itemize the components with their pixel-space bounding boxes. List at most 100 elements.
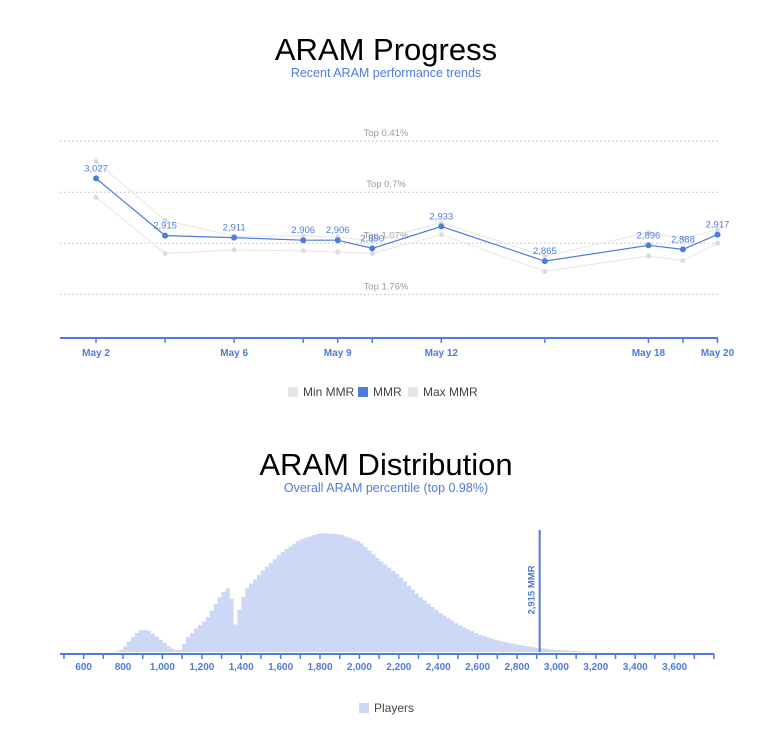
histogram-bar-41 [276, 555, 281, 652]
histogram-bar-7 [142, 630, 147, 652]
mmr-point-10 [714, 231, 721, 238]
histogram-bar-74 [406, 585, 411, 652]
mmr-label-7: 2,865 [533, 246, 557, 257]
histogram-bar-91 [473, 633, 478, 652]
histogram-bar-45 [292, 543, 297, 652]
histogram-bar-106 [532, 647, 538, 652]
min-mmr-point-2 [231, 247, 237, 253]
percentile-bands: Top 0.41% Top 0.7% Top 1.07% Top 1.76% [60, 128, 718, 295]
legend-label-0: Min MMR [303, 385, 355, 399]
histogram-bar-46 [296, 540, 301, 652]
progress-tick-label-0: May 2 [82, 348, 110, 359]
histogram-bar-97 [497, 640, 502, 652]
histogram-bar-59 [347, 537, 352, 652]
histogram-bar-56 [335, 534, 341, 652]
progress-tick-label-3: May 12 [425, 348, 459, 359]
distribution-tick-label-15: 3,600 [662, 662, 687, 673]
histogram-bar-76 [414, 593, 419, 652]
distribution-tick-label-4: 1,400 [229, 662, 254, 673]
distribution-tick-label-1: 800 [115, 662, 132, 673]
mmr-line [95, 177, 718, 262]
mmr-label-9: 2,888 [671, 234, 695, 245]
distribution-x-axis: 600 800 1,000 1,200 1,400 1,600 1,800 2,000 2,20… [60, 653, 715, 673]
band-label-2: Top 1.07% [364, 230, 409, 241]
histogram-bar-114 [564, 650, 569, 652]
histogram-bar-112 [556, 649, 561, 652]
progress-tick-label-4: May 18 [632, 348, 666, 359]
progress-tick-label-2: May 9 [324, 348, 352, 359]
max-mmr-point-3 [300, 233, 306, 239]
mmr-point-6 [438, 223, 445, 230]
mmr-label-10: 2,917 [706, 220, 730, 231]
histogram-bar-82 [438, 612, 443, 652]
histogram-bar-52 [320, 533, 325, 652]
histogram-bar-39 [268, 562, 274, 652]
histogram-bar-100 [509, 643, 514, 652]
histogram-bar-108 [540, 648, 545, 652]
histogram-bar-49 [308, 536, 313, 652]
mmr-point-4 [334, 237, 341, 244]
histogram-bar-36 [256, 574, 262, 652]
distribution-tick-label-6: 1,800 [308, 662, 333, 673]
min-mmr-point-9 [680, 258, 686, 264]
legend-label-2: Max MMR [423, 385, 478, 399]
histogram-bar-47 [300, 538, 305, 652]
max-mmr-point-7 [542, 253, 548, 259]
min-mmr-point-10 [715, 240, 720, 246]
histogram-bar-90 [469, 631, 474, 652]
histogram-bar-85 [450, 620, 455, 652]
mmr-label-2: 2,911 [223, 223, 246, 234]
histogram-bar-37 [260, 570, 266, 652]
histogram-bar-17 [182, 644, 187, 652]
distribution-tick-label-2: 1,000 [150, 662, 175, 673]
mmr-point-1 [162, 232, 169, 239]
histogram-bar-18 [186, 637, 191, 652]
histogram-bar-1 [119, 649, 124, 652]
distribution-tick-label-14: 3,400 [623, 662, 648, 673]
marker-label: 2,915 MMR [527, 565, 538, 614]
max-mmr-point-5 [369, 238, 375, 244]
histogram-bar-55 [331, 533, 337, 652]
histogram-bar-118 [580, 651, 585, 652]
histogram-bar-73 [402, 581, 407, 652]
histogram-bar-110 [548, 649, 553, 652]
min-mmr-point-7 [542, 268, 548, 274]
histogram-bar-113 [560, 650, 565, 652]
histogram-bar-23 [205, 616, 211, 652]
histogram-bar-83 [442, 615, 447, 652]
histogram-bar-77 [418, 597, 423, 652]
histogram-bar-78 [422, 600, 427, 652]
histogram-bar-10 [154, 636, 159, 652]
band-label-1: Top 0.7% [366, 179, 406, 190]
player-mmr-marker: 2,915 MMR [527, 530, 541, 652]
histogram-bar-5 [134, 632, 140, 652]
distribution-tick-label-8: 2,200 [386, 662, 411, 673]
histogram-bar-14 [170, 648, 175, 652]
histogram-bar-26 [217, 597, 222, 652]
min-mmr-point-8 [645, 253, 651, 259]
mmr-point-5 [369, 245, 376, 252]
mmr-point-0 [93, 175, 100, 182]
legend-swatch-1 [358, 387, 368, 397]
aram-distribution-chart: ARAM Distribution Overall ARAM percentil… [60, 447, 715, 715]
histogram-bar-117 [576, 651, 581, 652]
distribution-title: ARAM Distribution [259, 447, 512, 482]
mmr-label-3: 2,906 [291, 225, 315, 236]
histogram-bar-42 [280, 551, 285, 652]
histogram-bar-16 [178, 649, 183, 652]
legend-label-players: Players [374, 701, 414, 715]
histogram-bar-24 [209, 610, 214, 652]
histogram-bar-101 [513, 644, 518, 652]
histogram-bar-81 [434, 610, 439, 652]
histogram-bar-22 [201, 621, 207, 652]
histogram-bar-48 [304, 537, 309, 652]
histogram-bar-88 [461, 627, 467, 652]
histogram-bar-89 [465, 629, 471, 652]
histogram-bar-94 [485, 637, 490, 652]
progress-series: 3,027 2,915 2,911 2,906 2,906 2,890 2,933 2,865… [84, 159, 729, 274]
histogram-bar-60 [351, 539, 356, 652]
histogram-bar-29 [229, 598, 234, 652]
min-mmr-point-6 [438, 232, 444, 238]
mmr-point-2 [231, 234, 238, 241]
histogram-bar-34 [249, 583, 254, 652]
